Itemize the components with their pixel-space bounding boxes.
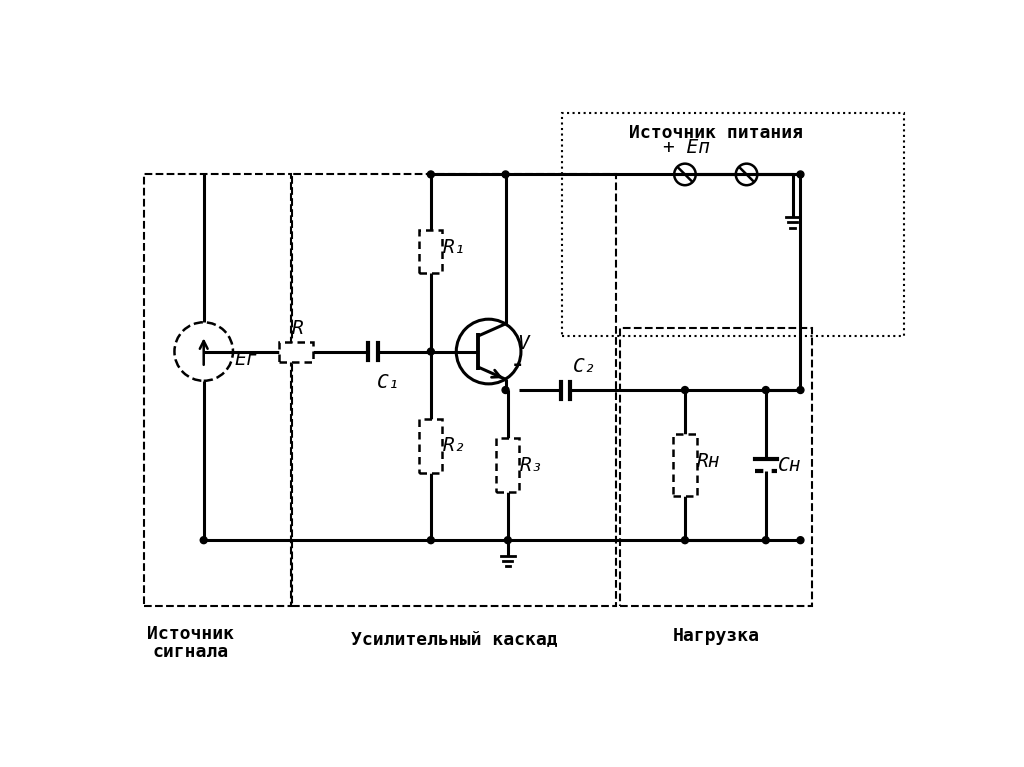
Circle shape: [505, 537, 511, 544]
FancyBboxPatch shape: [674, 434, 696, 496]
Text: + Eп: + Eп: [664, 139, 711, 157]
Circle shape: [762, 537, 769, 544]
Circle shape: [201, 537, 207, 544]
Text: V: V: [517, 334, 528, 354]
FancyBboxPatch shape: [419, 230, 442, 272]
Text: R₁: R₁: [443, 238, 467, 257]
Circle shape: [427, 171, 434, 178]
Circle shape: [502, 387, 509, 393]
Text: -: -: [510, 355, 524, 375]
Text: R₃: R₃: [520, 456, 544, 475]
Circle shape: [427, 348, 434, 355]
Circle shape: [502, 171, 509, 178]
Text: Усилительный каскад: Усилительный каскад: [350, 630, 557, 648]
Circle shape: [427, 537, 434, 544]
Text: Нагрузка: Нагрузка: [673, 627, 759, 645]
FancyBboxPatch shape: [497, 438, 519, 492]
Circle shape: [797, 537, 804, 544]
Text: сигнала: сигнала: [153, 643, 228, 660]
Text: Rн: Rн: [697, 452, 721, 471]
Text: R: R: [292, 318, 304, 337]
FancyBboxPatch shape: [280, 341, 313, 361]
Text: Cн: Cн: [778, 456, 802, 475]
Circle shape: [762, 387, 769, 393]
FancyBboxPatch shape: [419, 419, 442, 472]
Text: Источник питания: Источник питания: [629, 124, 803, 143]
Circle shape: [797, 171, 804, 178]
Circle shape: [682, 537, 688, 544]
Text: C₂: C₂: [573, 357, 597, 376]
Text: Источник: Источник: [147, 625, 234, 643]
Circle shape: [682, 387, 688, 393]
Text: Eг: Eг: [234, 350, 258, 369]
Text: C₁: C₁: [377, 373, 400, 392]
Text: R₂: R₂: [443, 436, 467, 456]
Circle shape: [797, 387, 804, 393]
